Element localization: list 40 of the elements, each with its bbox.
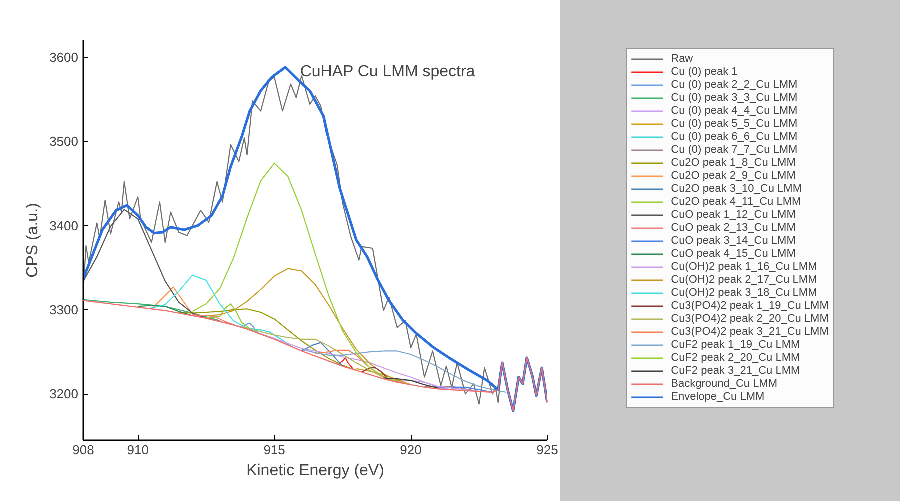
x-tick-label: 915 bbox=[264, 442, 286, 458]
legend-label: Cu(OH)2 peak 1_16_Cu LMM bbox=[671, 261, 818, 273]
x-axis-title: Kinetic Energy (eV) bbox=[246, 462, 384, 480]
y-tick-label: 3300 bbox=[50, 302, 78, 318]
legend-label: CuO peak 2_13_Cu LMM bbox=[671, 222, 796, 234]
legend-label: Background_Cu LMM bbox=[671, 378, 778, 390]
y-axis-title: CPS (a.u.) bbox=[24, 203, 42, 278]
x-tick-label: 920 bbox=[400, 442, 422, 458]
legend-label: Cu3(PO4)2 peak 1_19_Cu LMM bbox=[671, 300, 829, 312]
legend-label: CuF2 peak 2_20_Cu LMM bbox=[671, 352, 800, 364]
legend-label: Cu(OH)2 peak 3_18_Cu LMM bbox=[671, 287, 818, 299]
y-tick-label: 3400 bbox=[50, 218, 78, 234]
y-tick-label: 3500 bbox=[50, 134, 78, 150]
legend-label: Cu (0) peak 3_3_Cu LMM bbox=[671, 92, 798, 104]
legend-label: CuF2 peak 1_19_Cu LMM bbox=[671, 339, 800, 351]
legend-label: Cu (0) peak 2_2_Cu LMM bbox=[671, 79, 798, 91]
legend-label: Cu2O peak 2_9_Cu LMM bbox=[671, 170, 796, 182]
legend-label: Cu (0) peak 1 bbox=[671, 66, 738, 78]
legend-label: Cu (0) peak 7_7_Cu LMM bbox=[671, 144, 798, 156]
x-tick-label: 908 bbox=[72, 442, 94, 458]
legend-label: CuO peak 1_12_Cu LMM bbox=[671, 209, 796, 221]
legend-label: Envelope_Cu LMM bbox=[671, 391, 765, 403]
legend-label: Cu (0) peak 5_5_Cu LMM bbox=[671, 118, 798, 130]
x-tick-label: 910 bbox=[127, 442, 149, 458]
y-tick-label: 3600 bbox=[50, 50, 78, 65]
legend-label: CuO peak 4_15_Cu LMM bbox=[671, 248, 796, 260]
legend-label: Cu2O peak 1_8_Cu LMM bbox=[671, 157, 796, 169]
legend-label: Cu2O peak 3_10_Cu LMM bbox=[671, 183, 802, 195]
legend-label: Cu (0) peak 6_6_Cu LMM bbox=[671, 131, 798, 143]
legend-label: Cu3(PO4)2 peak 2_20_Cu LMM bbox=[671, 313, 829, 325]
text: CuHAP Cu LMM spectra bbox=[300, 64, 476, 80]
legend-label: CuO peak 3_14_Cu LMM bbox=[671, 235, 796, 247]
legend-label: CuF2 peak 3_21_Cu LMM bbox=[671, 365, 800, 377]
y-tick-label: 3200 bbox=[50, 386, 78, 402]
legend-label: Cu(OH)2 peak 2_17_Cu LMM bbox=[671, 274, 818, 286]
x-tick-label: 925 bbox=[536, 442, 558, 458]
legend-label: Cu (0) peak 4_4_Cu LMM bbox=[671, 105, 798, 117]
legend-label: Cu2O peak 4_11_Cu LMM bbox=[671, 196, 802, 208]
legend-label: Cu3(PO4)2 peak 3_21_Cu LMM bbox=[671, 326, 829, 338]
legend-label: Raw bbox=[671, 53, 694, 65]
